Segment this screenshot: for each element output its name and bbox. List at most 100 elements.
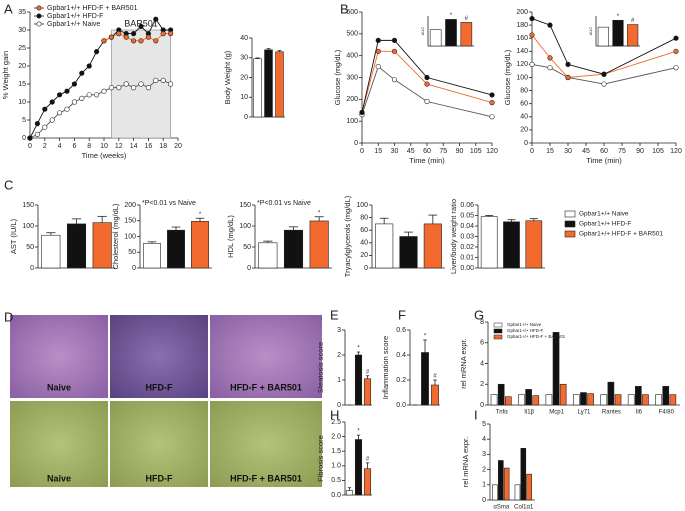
x-tick-label: 15 xyxy=(374,148,382,155)
y-tick-label: 150 xyxy=(124,218,136,225)
x-tick-label: 120 xyxy=(486,148,498,155)
panel-letter: D xyxy=(4,309,13,324)
bar xyxy=(354,439,363,496)
x-tick-label: 6 xyxy=(72,143,76,150)
data-point xyxy=(108,34,114,40)
bar xyxy=(429,29,442,47)
y-tick-label: 0.02 xyxy=(460,244,474,251)
panel-letter: C xyxy=(4,177,13,192)
micrograph-label: HFD-F + BAR501 xyxy=(230,382,302,392)
y-tick-label: 100 xyxy=(239,223,251,230)
x-tick-label: 60 xyxy=(600,148,608,155)
data-point xyxy=(529,15,535,22)
data-point xyxy=(71,81,77,87)
data-point xyxy=(79,95,85,101)
y-tick-label: 1 xyxy=(337,377,341,384)
y-tick-label: 0 xyxy=(524,140,528,147)
panel-letter: E xyxy=(330,307,339,322)
y-tick-label: 0.4 xyxy=(396,352,406,359)
data-point xyxy=(375,37,381,43)
data-point xyxy=(64,106,70,112)
bar xyxy=(283,229,304,269)
y-tick-label: 200 xyxy=(516,9,528,16)
y-tick-label: 160 xyxy=(516,35,528,42)
y-tick-label: 600 xyxy=(346,9,358,16)
data-point xyxy=(49,117,55,123)
y-axis-label: rel mRNA expr. xyxy=(459,338,468,388)
y-tick-label: 0 xyxy=(132,265,136,272)
y-tick-label: 100 xyxy=(22,223,34,230)
x-tick-label: 10 xyxy=(100,143,108,150)
panel-letter: F xyxy=(398,307,406,322)
bar xyxy=(525,389,532,406)
y-tick-label: 0.06 xyxy=(460,202,474,209)
bar xyxy=(607,381,615,406)
bar xyxy=(597,26,609,47)
x-tick-label: 0 xyxy=(530,148,534,155)
y-tick-label: 50 xyxy=(243,244,251,251)
y-tick-label: 80 xyxy=(360,214,368,221)
legend-label: Gpbar1+/+ Naive xyxy=(579,211,629,218)
y-axis-label: Steatosis score xyxy=(316,342,325,393)
bar xyxy=(167,229,185,269)
x-tick-label: 16 xyxy=(145,143,153,150)
bar xyxy=(526,473,532,501)
data-point xyxy=(565,74,571,81)
y-tick-label: 2.5 xyxy=(331,419,341,426)
x-tick-label: Il1β xyxy=(524,410,534,416)
bar xyxy=(600,394,608,406)
y-tick-label: 0.0 xyxy=(331,492,341,499)
y-tick-label: 200 xyxy=(346,96,358,103)
x-tick-label: Ly71 xyxy=(578,410,591,416)
data-point xyxy=(424,74,430,81)
x-tick-label: Mcp1 xyxy=(549,410,564,416)
x-tick-label: 30 xyxy=(564,148,572,155)
significance-mark: # xyxy=(631,18,635,24)
y-tick-label: 8 xyxy=(480,319,484,326)
legend-marker xyxy=(36,5,42,11)
data-point xyxy=(49,99,55,105)
y-tick-label: 50 xyxy=(128,249,136,256)
legend-swatch xyxy=(493,322,503,328)
data-point xyxy=(56,110,63,116)
legend-marker xyxy=(36,21,42,27)
bar xyxy=(518,394,525,406)
y-tick-label: 500 xyxy=(346,31,358,38)
y-tick-label: 40 xyxy=(240,35,248,42)
y-tick-label: 180 xyxy=(516,22,528,29)
bar xyxy=(363,378,372,406)
y-tick-label: 0.00 xyxy=(460,265,474,272)
bar xyxy=(92,222,112,269)
y-tick-label: 40 xyxy=(360,240,368,247)
y-tick-label: 3 xyxy=(482,451,486,458)
data-point xyxy=(101,38,107,44)
y-tick-label: 30 xyxy=(240,55,248,62)
legend-label: Gpbar1+/+ HFD-F xyxy=(507,328,544,333)
data-point xyxy=(160,77,166,83)
data-point xyxy=(131,38,137,44)
y-axis-label: AUC xyxy=(420,27,425,36)
micrograph xyxy=(210,401,322,487)
significance-mark: # xyxy=(433,374,437,380)
data-point xyxy=(123,81,129,87)
treatment-label: BAR501 xyxy=(124,18,158,28)
y-tick-label: 3 xyxy=(337,327,341,334)
y-axis-label: rel mRNA expr. xyxy=(461,437,470,487)
micrograph-label: HFD-F xyxy=(146,473,173,483)
data-point xyxy=(160,30,166,37)
bar xyxy=(460,22,473,47)
data-point xyxy=(116,30,122,37)
bar xyxy=(264,49,273,118)
legend-swatch xyxy=(564,210,576,218)
data-point xyxy=(101,88,107,94)
data-point xyxy=(601,81,607,87)
bar xyxy=(627,24,639,47)
significance-mark: * xyxy=(199,212,202,218)
data-point xyxy=(359,109,365,116)
panel-letter: A xyxy=(4,1,13,16)
data-point xyxy=(489,92,495,98)
y-tick-label: 20 xyxy=(520,127,528,134)
bar xyxy=(399,236,418,269)
data-point xyxy=(547,65,553,71)
